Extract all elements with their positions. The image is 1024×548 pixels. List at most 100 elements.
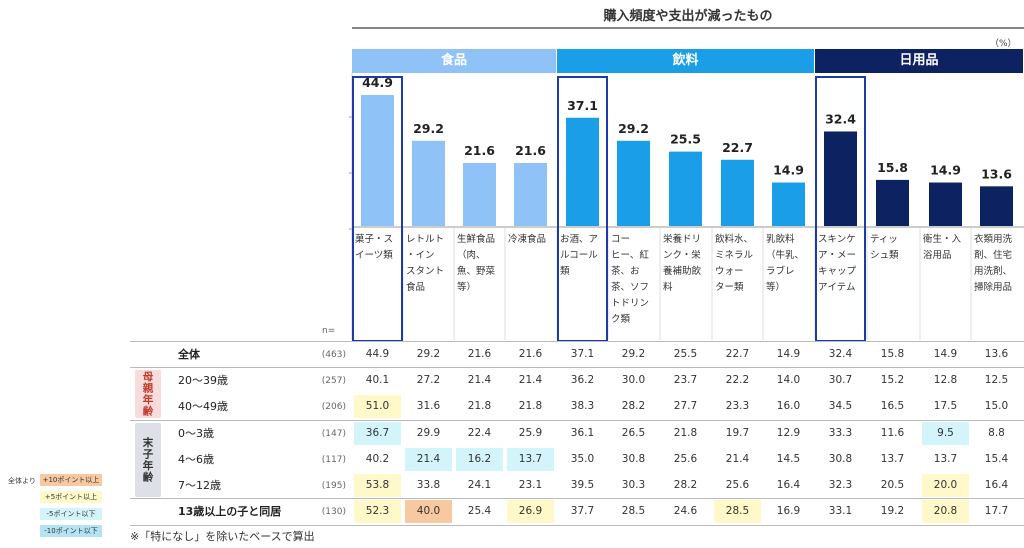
table-cell-4-11: 13.7 <box>933 453 958 465</box>
bar-12 <box>980 186 1013 226</box>
row-label-2: 40～49歳 <box>178 400 228 413</box>
category-label-11: 衛生・入 浴用品 <box>923 234 962 261</box>
chart-title: 購入頻度や支出が減ったもの <box>603 9 773 24</box>
category-label-5: コー ヒー、紅 茶、お 茶、ソフ トドリン ク類 <box>611 234 650 325</box>
table-cell-1-10: 15.2 <box>880 374 905 386</box>
category-label-3: 冷凍食品 <box>508 234 547 245</box>
group-header-2: 日用品 <box>815 49 1023 73</box>
table-cell-6-3: 26.9 <box>507 500 554 523</box>
table-cell-4-4: 35.0 <box>570 453 595 465</box>
table-cell-0-3: 21.6 <box>518 348 543 360</box>
row-n-1: (257) <box>321 376 346 386</box>
table-cell-2-11: 17.5 <box>933 400 958 412</box>
table-cell-6-0: 52.3 <box>354 500 401 523</box>
row-label-5: 7～12歳 <box>178 479 221 492</box>
table-cell-1-8: 14.0 <box>776 374 801 386</box>
table-cell-2-2: 21.8 <box>467 400 492 412</box>
table-cell-0-9: 32.4 <box>828 348 853 360</box>
table-cell-2-5: 28.2 <box>621 400 646 412</box>
table-cell-5-10: 20.5 <box>880 479 905 491</box>
row-label-1: 20～39歳 <box>178 374 228 387</box>
table-cell-0-4: 37.1 <box>570 348 595 360</box>
table-cell-6-10: 19.2 <box>880 505 905 517</box>
table-cell-1-0: 40.1 <box>365 374 390 386</box>
table-cell-5-11: 20.0 <box>922 474 969 497</box>
value-label-12: 13.6 <box>981 166 1012 181</box>
n-label: n= <box>322 326 336 336</box>
category-label-0: 菓子・ス イーツ類 <box>355 234 394 261</box>
table-cell-4-6: 25.6 <box>673 453 698 465</box>
table-cell-0-2: 21.6 <box>467 348 492 360</box>
table-cell-3-12: 8.8 <box>988 427 1005 439</box>
row-n-2: (206) <box>321 402 346 412</box>
category-label-4: お酒、ア ルコール類 <box>560 234 599 277</box>
category-label-9: スキンケ ア・メー キャップ アイテム <box>818 234 857 293</box>
table-cell-4-8: 14.5 <box>776 453 801 465</box>
category-label-12: 衣類用洗 剤、住宅 用洗剤、 掃除用品 <box>974 234 1013 293</box>
table-cell-5-8: 16.4 <box>776 479 801 491</box>
row-label-3: 0～3歳 <box>178 427 214 440</box>
table-cell-2-1: 31.6 <box>416 400 441 412</box>
row-label-6: 13歳以上の子と同居 <box>178 505 282 518</box>
value-label-0: 44.9 <box>362 75 393 90</box>
table-rule <box>130 341 1024 342</box>
table-cell-5-0: 53.8 <box>354 474 401 497</box>
table-cell-5-1: 33.8 <box>416 479 441 491</box>
table-cell-0-10: 15.8 <box>880 348 905 360</box>
row-label-0: 全体 <box>178 348 200 361</box>
legend-title: 全体より <box>8 477 36 485</box>
row-n-3: (147) <box>321 429 346 439</box>
bar-7 <box>721 159 754 226</box>
table-cell-3-10: 11.6 <box>880 427 905 439</box>
table-cell-5-5: 30.3 <box>621 479 646 491</box>
bar-2 <box>463 162 496 226</box>
row-n-6: (130) <box>321 507 346 517</box>
table-cell-3-11: 9.5 <box>922 422 969 445</box>
value-label-9: 32.4 <box>825 111 856 126</box>
table-cell-2-12: 15.0 <box>984 400 1009 412</box>
bar-6 <box>669 151 702 226</box>
table-cell-2-4: 38.3 <box>570 400 595 412</box>
table-cell-6-5: 28.5 <box>621 505 646 517</box>
table-cell-4-1: 21.4 <box>405 448 452 471</box>
table-cell-6-7: 28.5 <box>714 500 761 523</box>
table-cell-3-2: 22.4 <box>467 427 492 439</box>
table-cell-2-8: 16.0 <box>776 400 801 412</box>
bar-11 <box>929 182 962 226</box>
table-cell-4-10: 13.7 <box>880 453 905 465</box>
table-cell-4-0: 40.2 <box>365 453 390 465</box>
table-cell-0-6: 25.5 <box>673 348 698 360</box>
legend-item-0: +10ポイント以上 <box>40 474 102 486</box>
unit-label: （%） <box>990 39 1017 49</box>
table-cell-6-8: 16.9 <box>776 505 801 517</box>
table-cell-2-0: 51.0 <box>354 395 401 418</box>
table-cell-3-0: 36.7 <box>354 422 401 445</box>
table-cell-6-12: 17.7 <box>984 505 1009 517</box>
table-cell-4-3: 13.7 <box>507 448 554 471</box>
table-cell-3-1: 29.9 <box>416 427 441 439</box>
bar-3 <box>514 162 547 226</box>
table-cell-4-5: 30.8 <box>621 453 646 465</box>
table-cell-1-5: 30.0 <box>621 374 646 386</box>
table-cell-6-11: 20.8 <box>922 500 969 523</box>
table-cell-1-11: 12.8 <box>933 374 958 386</box>
category-label-8: 乳飲料 （牛乳、 ラブレ 等） <box>766 234 805 293</box>
table-cell-5-4: 39.5 <box>570 479 595 491</box>
value-label-10: 15.8 <box>877 160 908 175</box>
bar-10 <box>876 179 909 226</box>
table-cell-6-2: 25.4 <box>467 505 492 517</box>
table-cell-6-1: 40.0 <box>405 500 452 523</box>
title-rule <box>352 27 1024 29</box>
table-cell-5-7: 25.6 <box>725 479 750 491</box>
table-cell-3-3: 25.9 <box>518 427 543 439</box>
table-cell-5-3: 23.1 <box>518 479 543 491</box>
table-cell-0-1: 29.2 <box>416 348 441 360</box>
table-cell-3-5: 26.5 <box>621 427 646 439</box>
side-group-0: 母親年齢 <box>135 370 161 418</box>
legend-item-3: -10ポイント以下 <box>40 525 102 537</box>
category-label-1: レトルト ・イン スタント 食品 <box>406 234 445 293</box>
table-rule <box>130 367 1024 368</box>
category-label-2: 生鮮食品 （肉、 魚、野菜 等） <box>457 234 496 293</box>
group-header-0: 食品 <box>352 49 556 73</box>
table-cell-1-2: 21.4 <box>467 374 492 386</box>
